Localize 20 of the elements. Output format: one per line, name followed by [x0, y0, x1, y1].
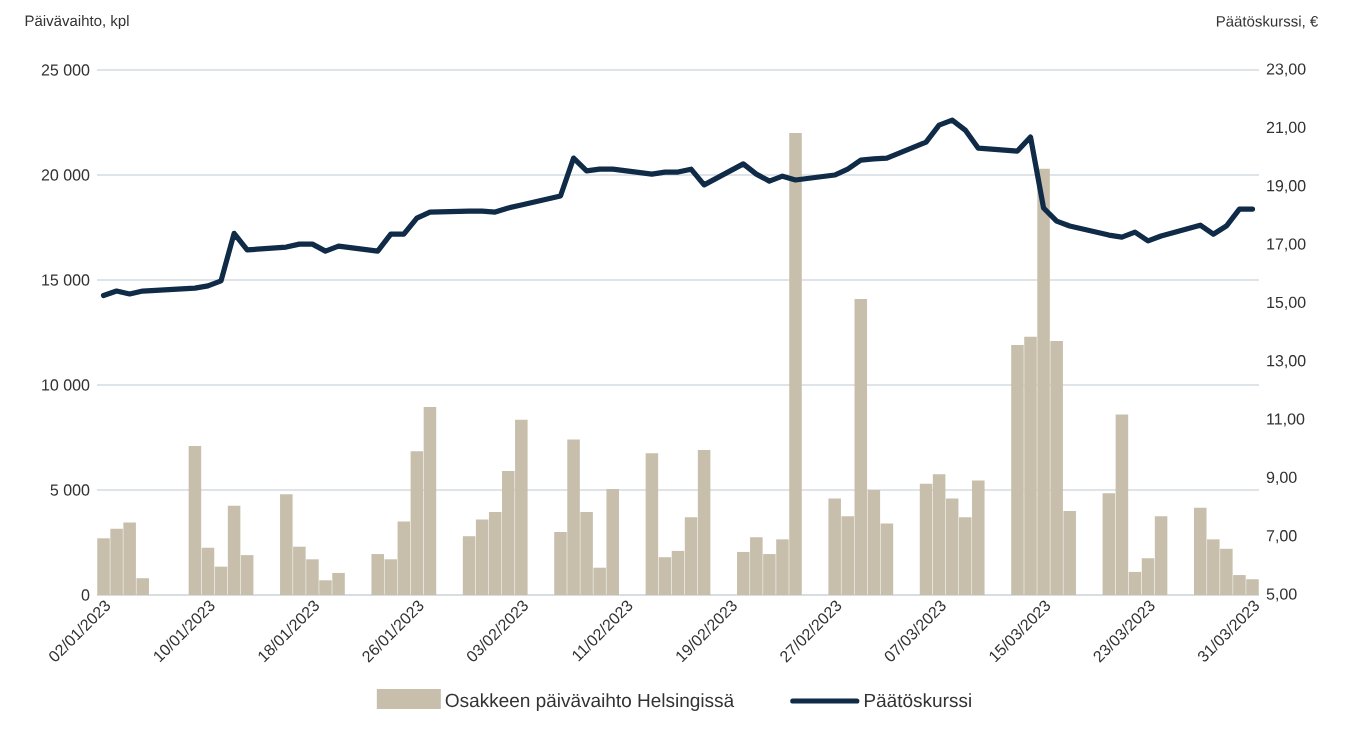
y2-tick-label: 21,00: [1266, 121, 1306, 135]
y-axis-title: Päivävaihto, kpl: [25, 15, 129, 29]
legend-label: Päätöskurssi: [864, 693, 971, 708]
y2-tick-label: 5,00: [1266, 588, 1297, 602]
y2-tick-label: 7,00: [1266, 530, 1297, 544]
y2-axis-title: Päätöskurssi, €: [1216, 15, 1319, 29]
y-tick-label: 10 000: [42, 379, 90, 391]
y-tick-label: 5 000: [50, 484, 90, 496]
y2-tick-label: 19,00: [1267, 180, 1306, 194]
y-tick-label: 15 000: [42, 274, 90, 286]
y-tick-label: 20 000: [41, 169, 90, 181]
y2-tick-label: 15,00: [1267, 296, 1306, 310]
y2-tick-label: 17,00: [1267, 238, 1306, 252]
y2-tick-label: 9,00: [1266, 471, 1297, 485]
y-tick-label: 25 000: [41, 64, 90, 76]
y-tick-label: 0: [81, 589, 90, 601]
y2-tick-label: 13,00: [1267, 355, 1306, 369]
y2-tick-label: 23,00: [1266, 63, 1306, 77]
legend-label: Osakkeen päivävaihto Helsingissä: [445, 693, 735, 711]
y2-tick-label: 11,00: [1267, 413, 1305, 427]
